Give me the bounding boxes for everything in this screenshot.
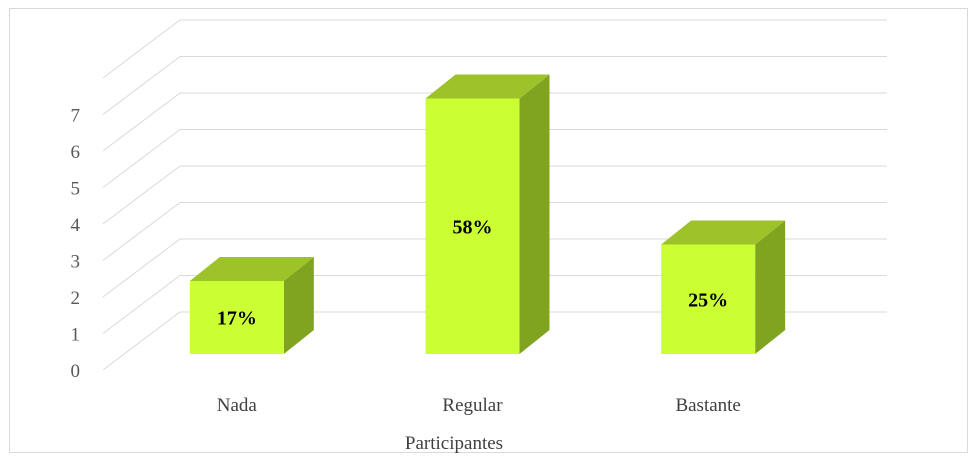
bars: 17% 58% 25% <box>189 74 786 354</box>
gridline-diag <box>102 129 181 188</box>
data-label: 17% <box>217 308 257 330</box>
data-label: 58% <box>453 216 493 238</box>
gridline-diag <box>102 275 181 334</box>
y-tick-label: 3 <box>71 252 81 273</box>
bar-side <box>519 74 550 354</box>
bar-side <box>283 257 314 354</box>
y-tick-label: 0 <box>71 361 81 382</box>
gridline-diag <box>102 202 181 261</box>
bar-side <box>755 220 786 354</box>
x-category-label: Regular <box>442 395 503 416</box>
y-axis-ticks: 0 1 2 3 4 5 6 7 <box>71 106 81 383</box>
gridline-diag <box>102 238 181 298</box>
x-category-label: Bastante <box>675 395 740 416</box>
bar <box>425 98 520 354</box>
bar <box>189 281 284 354</box>
y-tick-label: 1 <box>71 325 81 346</box>
bar-top <box>189 257 314 281</box>
y-tick-label: 7 <box>71 106 81 127</box>
y-tick-label: 2 <box>71 288 81 309</box>
x-axis-title: Participantes <box>405 433 503 454</box>
bar-top <box>661 220 786 245</box>
gridline-diag <box>102 311 181 371</box>
data-label: 25% <box>688 289 728 311</box>
y-tick-label: 6 <box>71 142 81 163</box>
gridline-diag <box>102 92 181 152</box>
gridline-diag <box>102 19 181 79</box>
y-tick-label: 5 <box>71 179 81 200</box>
x-axis-categories: Nada Regular Bastante <box>217 395 741 416</box>
bar-top <box>425 74 550 99</box>
gridline-diag <box>102 165 181 225</box>
gridline-diag <box>102 56 181 115</box>
x-category-label: Nada <box>217 395 258 416</box>
y-tick-label: 4 <box>71 215 81 236</box>
bar <box>661 244 756 354</box>
